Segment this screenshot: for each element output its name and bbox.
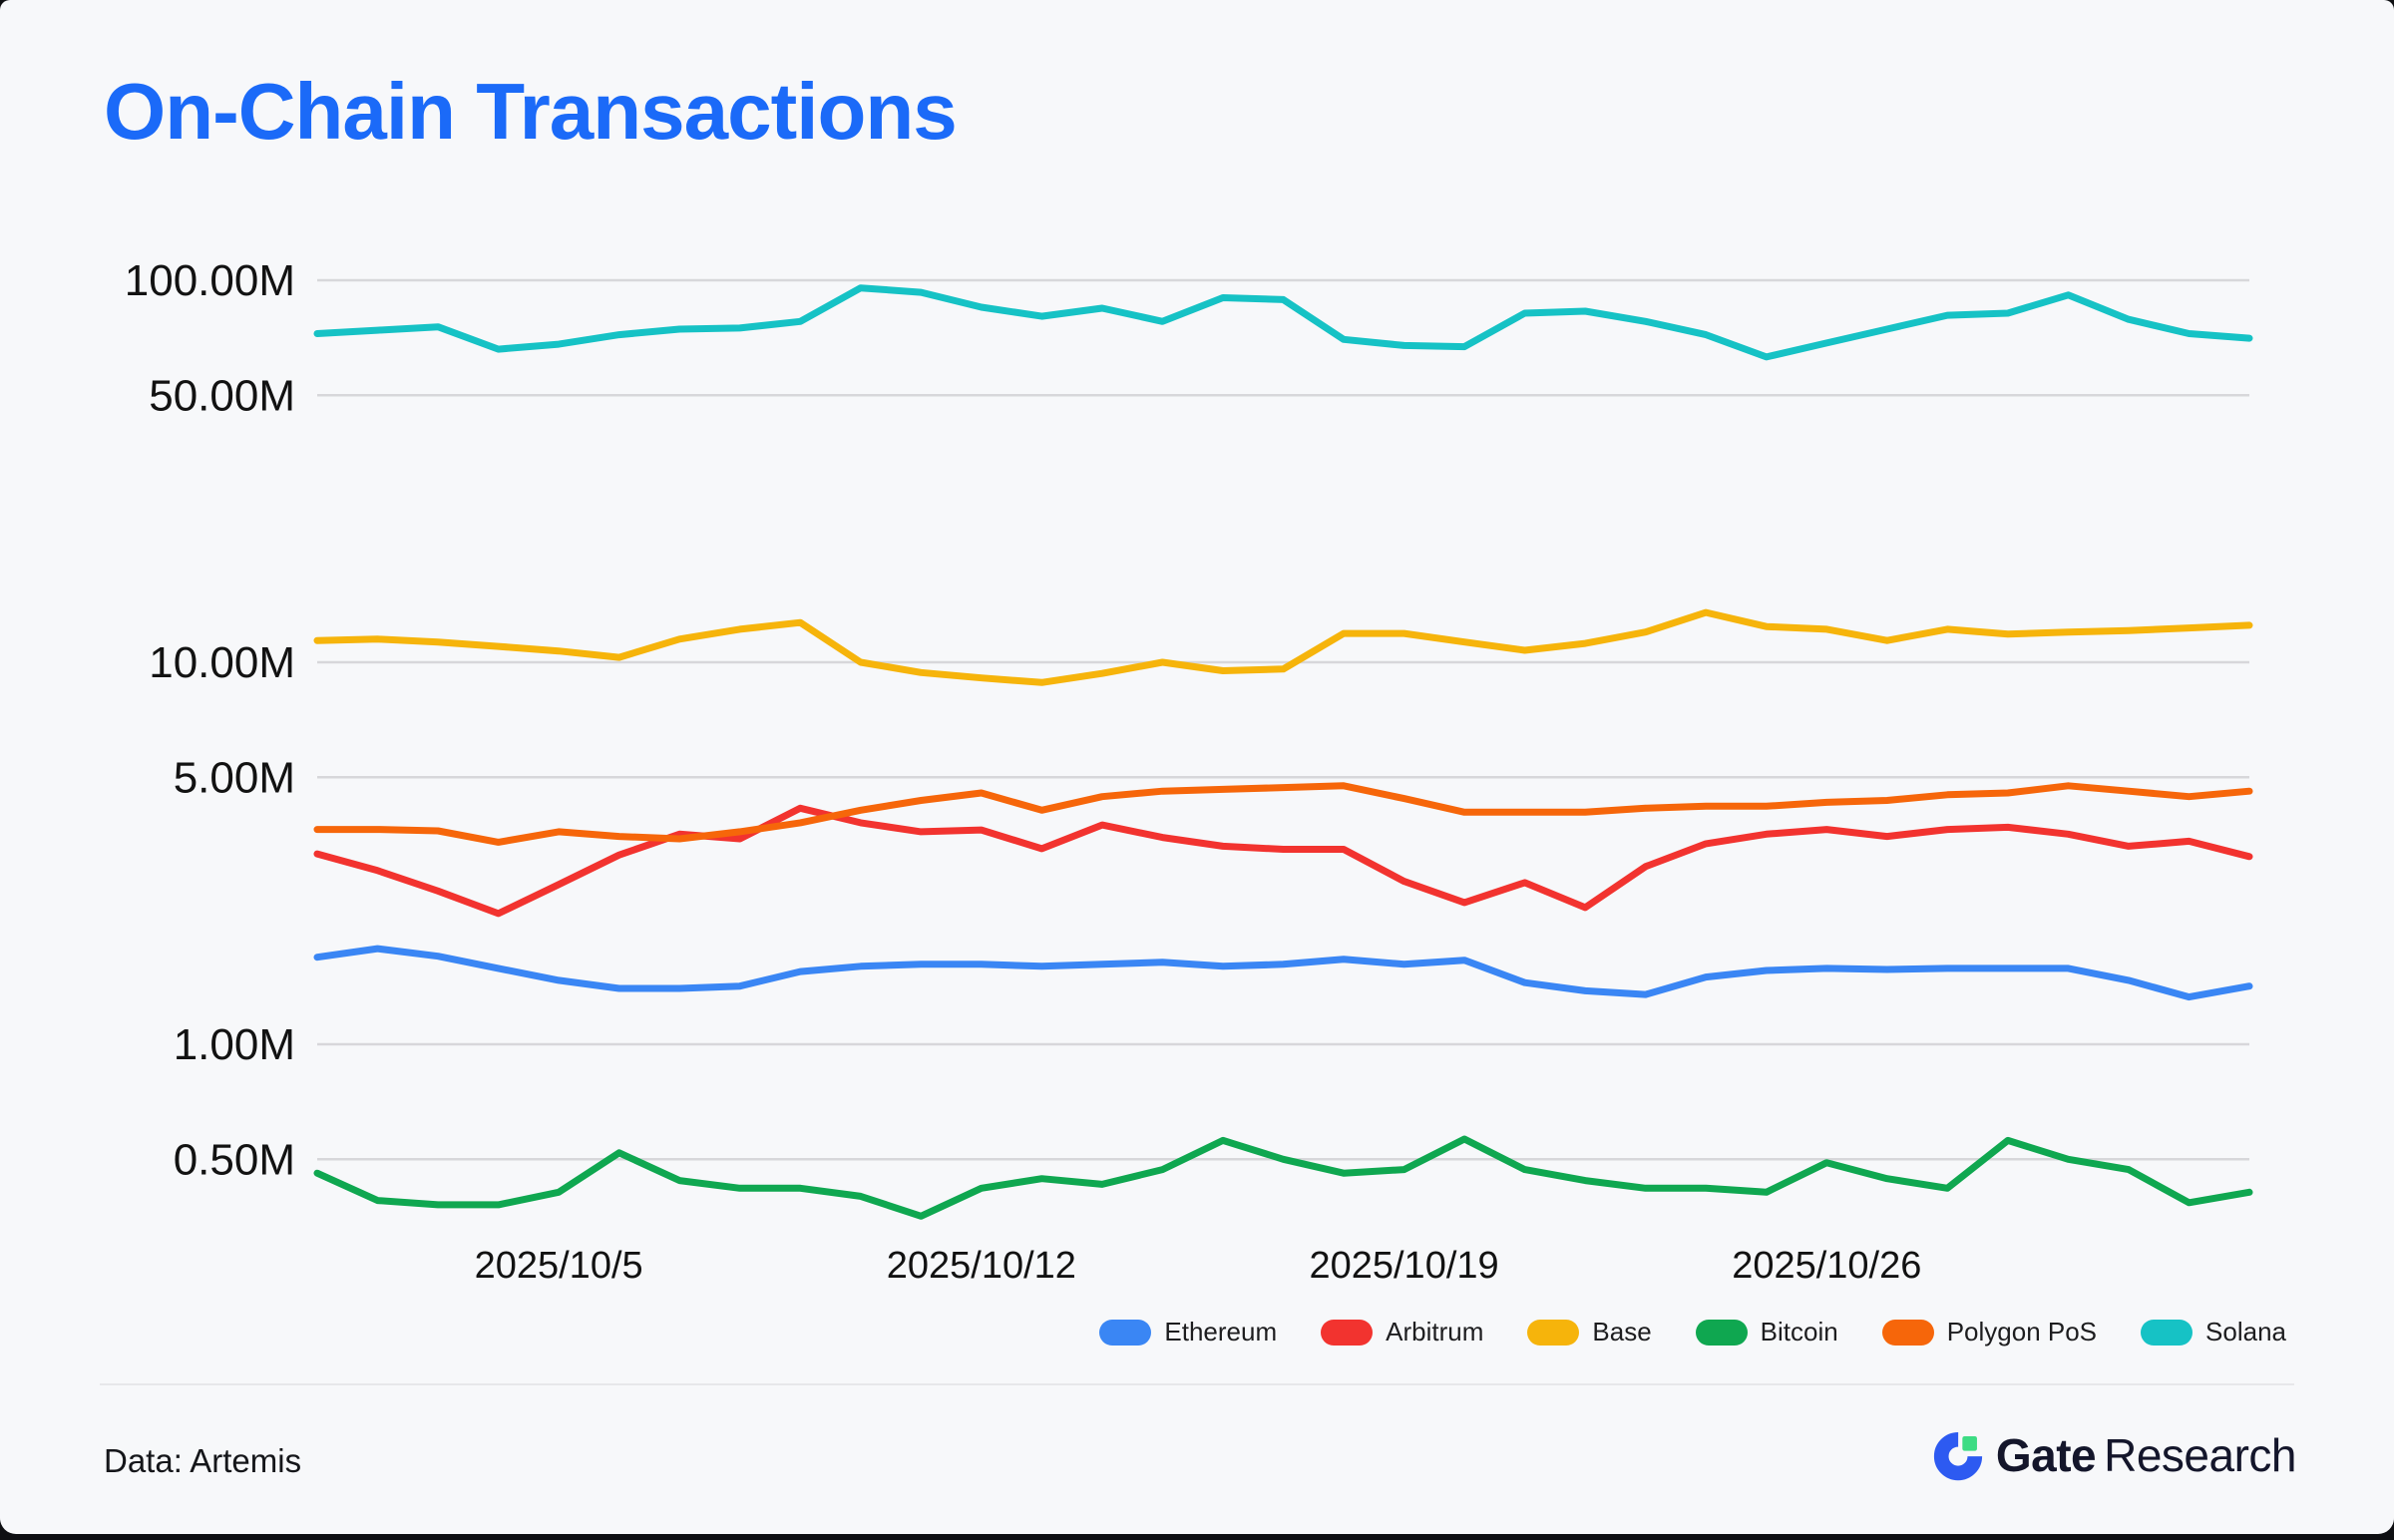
legend-swatch-icon <box>2141 1319 2194 1346</box>
legend-swatch-icon <box>1881 1319 1934 1346</box>
legend-item-solana[interactable]: Solana <box>2141 1317 2286 1348</box>
y-tick-label: 5.00M <box>174 753 295 802</box>
legend-label: Solana <box>2205 1317 2286 1347</box>
legend-swatch-icon <box>1695 1319 1748 1346</box>
gate-research-logo: Gate Research <box>1932 1428 2296 1482</box>
legend-label: Polygon PoS <box>1946 1317 2098 1347</box>
gate-logo-icon <box>1933 1431 1982 1481</box>
x-tick-label: 2025/10/26 <box>1732 1245 1921 1287</box>
brand-gate: Gate <box>1995 1429 2097 1481</box>
brand-research: Research <box>2104 1429 2296 1481</box>
line-ethereum <box>313 945 2253 1001</box>
legend-label: Base <box>1592 1317 1652 1347</box>
legend-item-base[interactable]: Base <box>1527 1317 1652 1348</box>
legend-label: Bitcoin <box>1760 1317 1838 1347</box>
chart-legend: Ethereum Arbitrum Base Bitcoin Polygon PoS So… <box>1099 1317 2286 1348</box>
page-title: On-Chain Transactions <box>104 67 958 156</box>
x-tick-label: 2025/10/5 <box>475 1245 643 1287</box>
data-source-label: Data: Artemis <box>104 1442 302 1479</box>
line-bitcoin <box>313 1135 2253 1220</box>
footer-divider <box>100 1383 2294 1385</box>
legend-item-ethereum[interactable]: Ethereum <box>1099 1317 1277 1348</box>
legend-label: Ethereum <box>1164 1317 1278 1347</box>
y-tick-label: 1.00M <box>174 1020 295 1069</box>
line-base <box>313 608 2253 686</box>
y-tick-label: 50.00M <box>149 371 295 420</box>
line-arbitrum <box>313 804 2253 918</box>
y-tick-label: 10.00M <box>149 638 295 687</box>
y-tick-label: 100.00M <box>125 256 295 305</box>
legend-swatch-icon <box>1099 1319 1152 1346</box>
line-polygon-pos <box>313 782 2253 846</box>
legend-item-arbitrum[interactable]: Arbitrum <box>1321 1317 1483 1348</box>
legend-swatch-icon <box>1527 1319 1580 1346</box>
legend-item-bitcoin[interactable]: Bitcoin <box>1695 1317 1838 1348</box>
line-solana <box>313 284 2253 361</box>
x-tick-label: 2025/10/12 <box>887 1245 1076 1287</box>
x-tick-label: 2025/10/19 <box>1309 1245 1498 1287</box>
legend-item-polygon-pos[interactable]: Polygon PoS <box>1881 1317 2098 1348</box>
legend-swatch-icon <box>1321 1319 1374 1346</box>
y-tick-label: 0.50M <box>174 1135 295 1184</box>
legend-label: Arbitrum <box>1386 1317 1484 1347</box>
brand-text: Gate Research <box>1995 1428 2297 1482</box>
